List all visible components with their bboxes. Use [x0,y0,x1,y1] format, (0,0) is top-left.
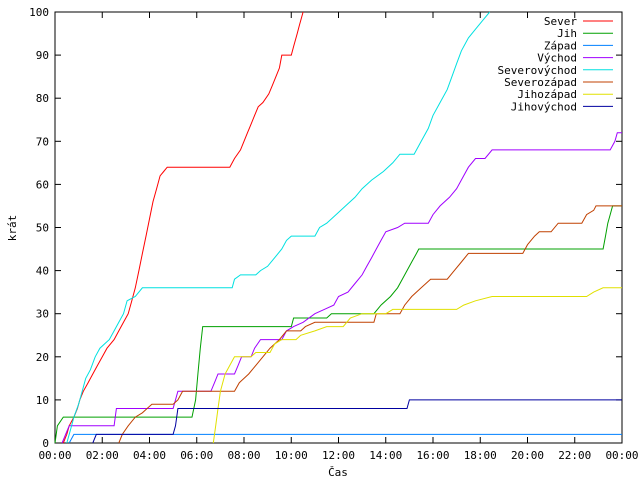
series-line-Západ [68,433,622,444]
legend-label: Východ [537,52,577,65]
series-layer [54,11,622,444]
x-axis-ticks: 00:00 02:00 04:00 06:00 08:00 10:00 12:00 14:00… [38,12,639,462]
legend-label: Západ [544,39,577,52]
x-tick-label: 20:00 [511,449,544,462]
x-tick-label: 14:00 [369,449,402,462]
y-tick-label: 70 [36,135,49,148]
y-tick-label: 60 [36,178,49,191]
y-tick-label: 10 [36,394,49,407]
y-tick-label: 90 [36,49,49,62]
y-tick-label: 50 [36,222,49,235]
x-tick-label: 16:00 [416,449,449,462]
y-tick-label: 100 [29,6,49,19]
x-tick-label: 12:00 [322,449,355,462]
x-axis-label: Čas [328,466,348,479]
y-axis-ticks: 0 10 20 30 40 50 60 70 80 90 100 [29,6,622,450]
x-tick-label: 00:00 [38,449,71,462]
y-tick-label: 40 [36,265,49,278]
legend-label: Severovýchod [498,64,577,77]
y-tick-label: 30 [36,308,49,321]
legend-label: Jih [557,27,577,40]
legend-label: Jihozápad [517,88,577,101]
y-tick-label: 0 [42,437,49,450]
legend-label: Sever [544,15,577,28]
y-tick-label: 20 [36,351,49,364]
series-line-Východ [61,132,622,444]
x-tick-label: 06:00 [180,449,213,462]
x-tick-label: 18:00 [464,449,497,462]
x-tick-label: 10:00 [275,449,308,462]
y-axis-label: krát [6,215,19,242]
series-line-Severozápad [118,205,622,444]
x-tick-label: 22:00 [558,449,591,462]
series-line-Jihovýchod [92,399,622,444]
series-line-Sever [62,11,304,444]
x-tick-label: 08:00 [227,449,260,462]
legend: SeverJihZápadVýchodSeverovýchodSeverozáp… [498,15,613,113]
y-tick-label: 80 [36,92,49,105]
x-tick-label: 00:00 [605,449,638,462]
x-tick-label: 02:00 [86,449,119,462]
legend-label: Severozápad [504,76,577,89]
series-line-Jih [54,205,622,444]
series-line-Jihozápad [212,287,622,444]
legend-label: Jihovýchod [511,100,577,113]
x-tick-label: 04:00 [133,449,166,462]
series-line-Severovýchod [66,11,491,444]
